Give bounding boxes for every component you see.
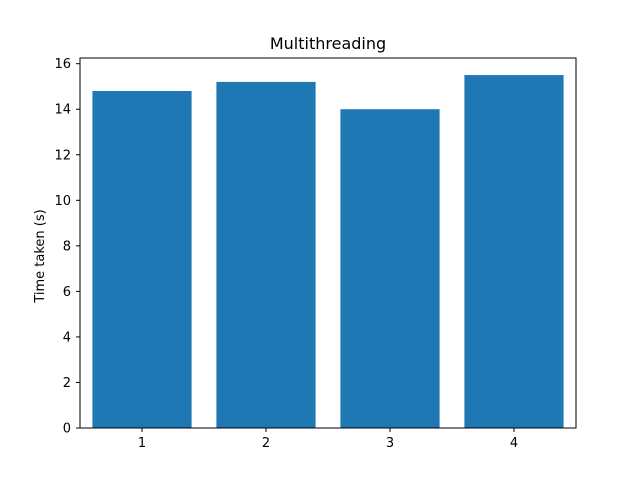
y-tick-label: 6 [63,285,71,300]
chart-title: Multithreading [270,34,386,53]
y-tick-label: 0 [63,422,71,437]
x-tick-label: 4 [510,436,518,451]
y-axis-label: Time taken (s) [33,209,48,303]
x-axis: 1 2 3 4 [138,428,518,451]
plot-frame [79,57,577,429]
bar-3 [340,109,440,428]
bar-1 [92,91,192,428]
y-tick-label: 14 [54,103,71,118]
y-tick-label: 16 [54,57,71,72]
x-tick-label: 1 [138,436,146,451]
y-tick-label: 8 [63,239,71,254]
y-axis: 0 2 4 6 8 10 12 14 16 [54,57,80,437]
bars-group [92,75,564,429]
y-tick-label: 12 [54,148,71,163]
bar-2 [216,81,316,429]
y-tick-label: 4 [63,330,71,345]
x-tick-label: 2 [262,436,270,451]
bar-4 [464,75,564,429]
y-tick-label: 10 [54,194,71,209]
x-tick-label: 3 [386,436,394,451]
y-tick-label: 2 [63,376,71,391]
